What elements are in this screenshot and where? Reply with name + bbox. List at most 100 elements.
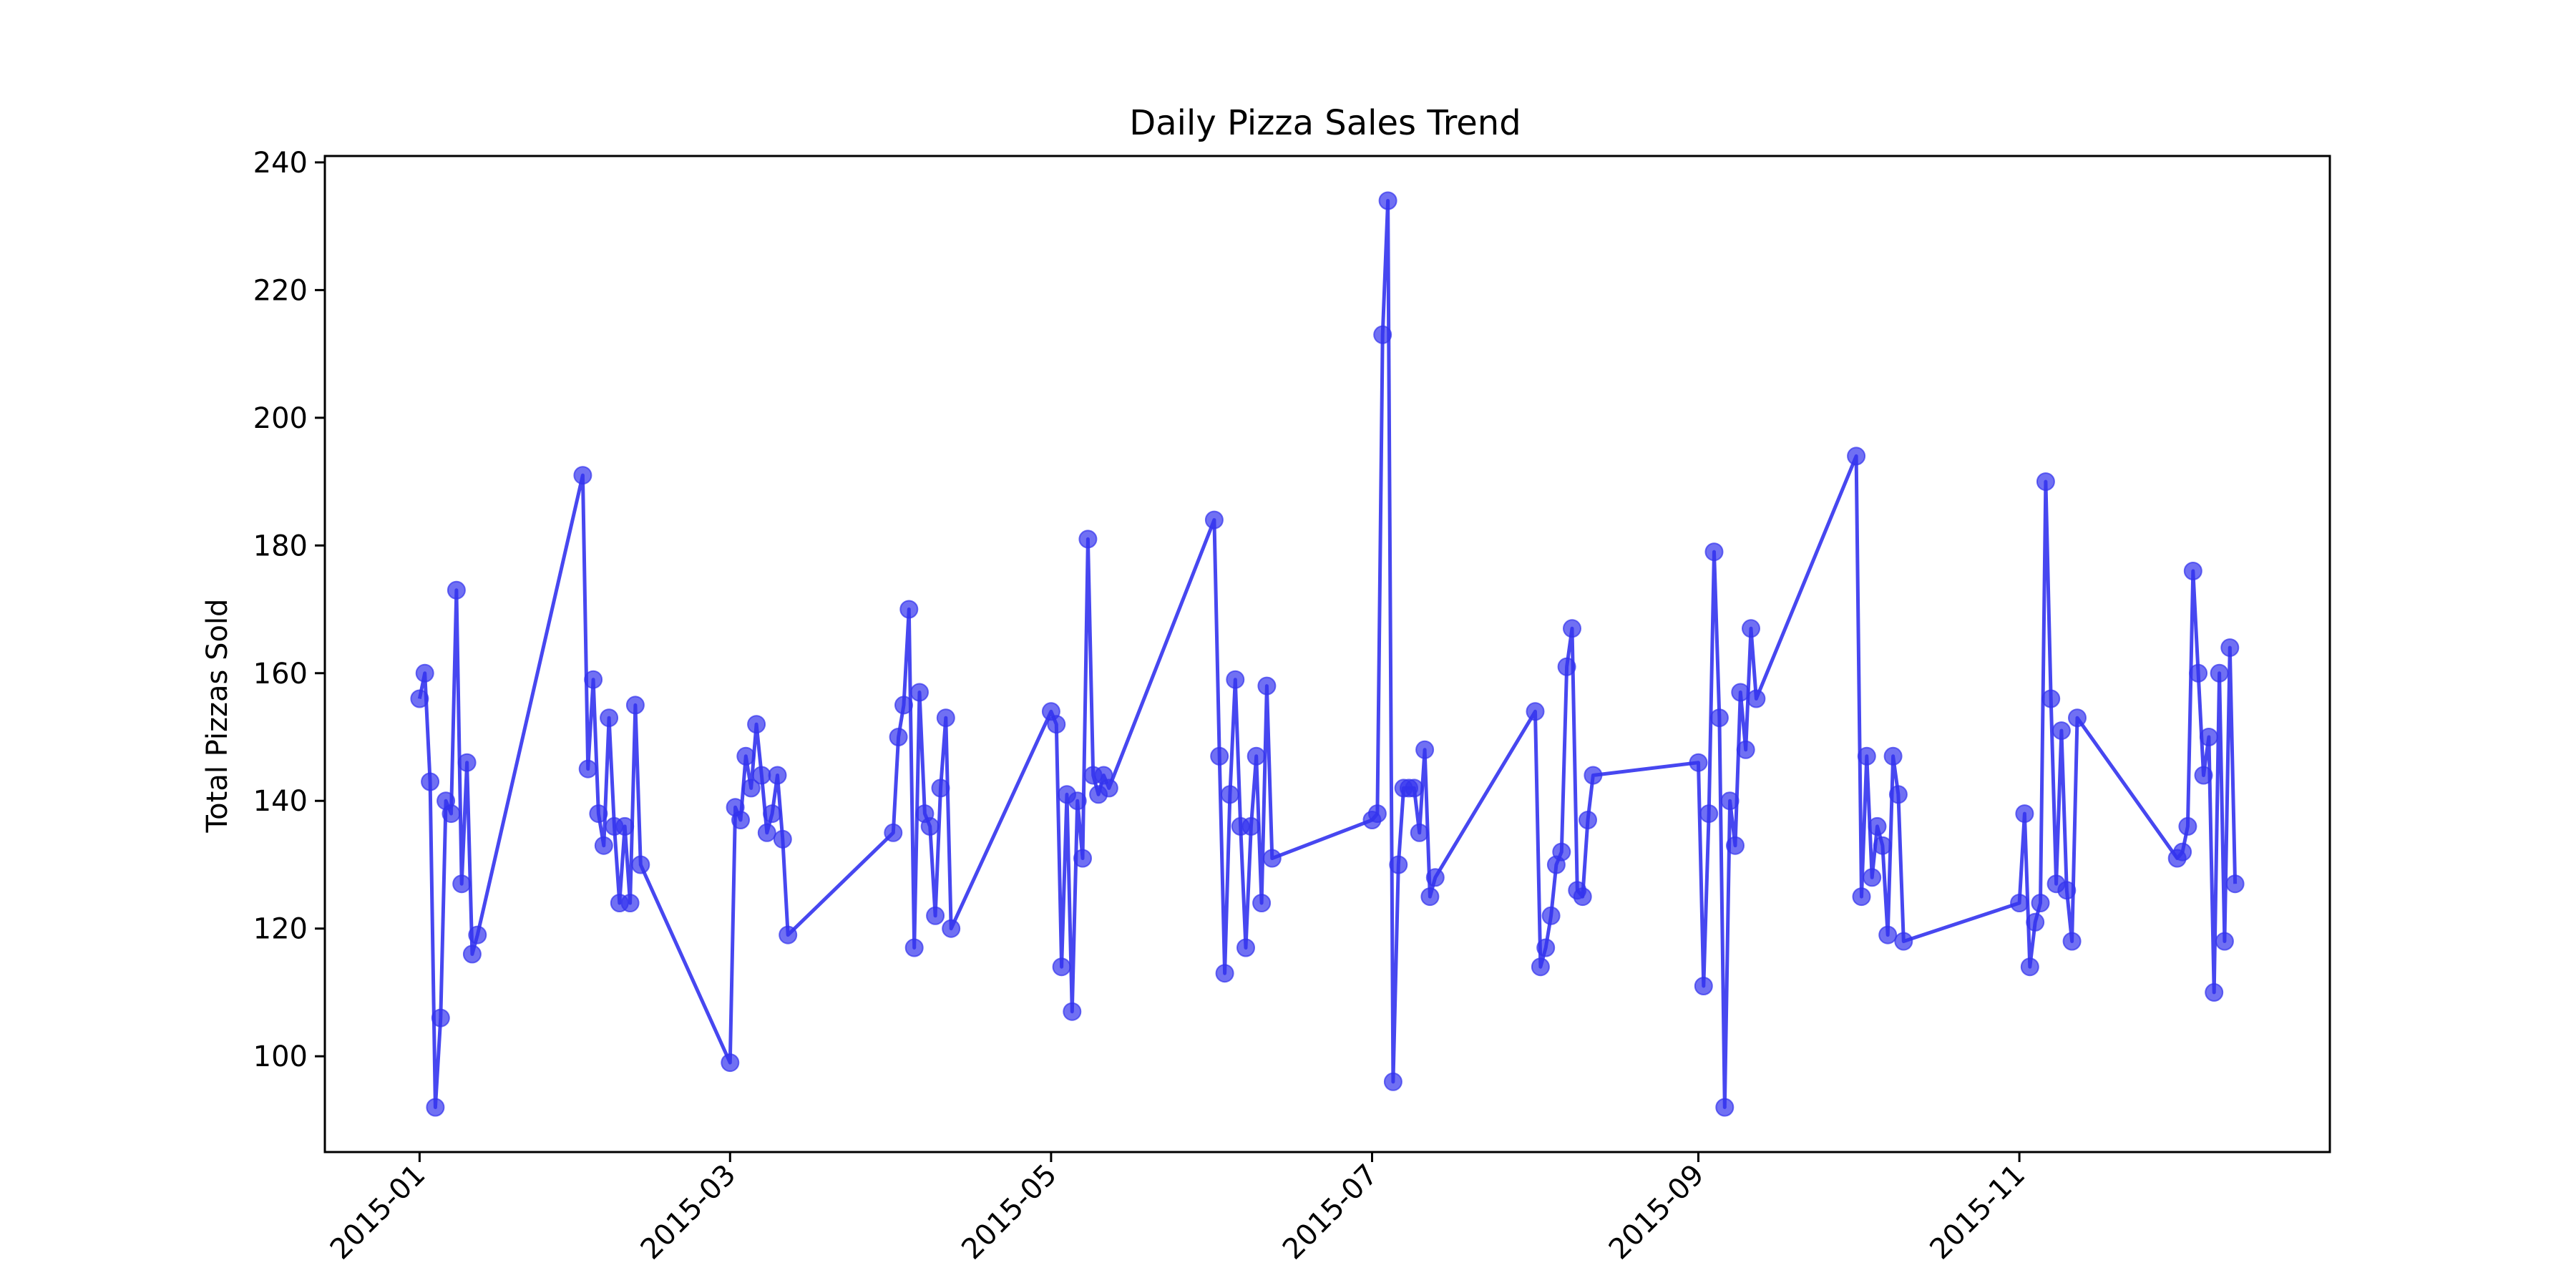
data-point xyxy=(1226,670,1245,689)
data-point xyxy=(1210,746,1229,766)
data-point xyxy=(573,466,592,485)
data-point xyxy=(889,728,908,746)
data-point xyxy=(1204,510,1224,530)
x-axis: 2015-01 2015-03 2015-05 2015-07 2015-09 2015-… xyxy=(324,1152,2031,1266)
data-point xyxy=(1389,855,1408,874)
x-tick-label: 2015-01 xyxy=(324,1158,432,1267)
y-tick-label: 120 xyxy=(253,913,308,946)
data-point xyxy=(1420,887,1440,907)
data-point xyxy=(1220,785,1239,804)
data-point xyxy=(600,708,619,728)
data-point xyxy=(2026,912,2045,932)
data-point xyxy=(2199,728,2218,746)
x-tick-label: 2015-11 xyxy=(1923,1158,2031,1267)
data-point xyxy=(1852,887,1871,907)
data-point xyxy=(1241,816,1261,836)
data-point xyxy=(2183,562,2202,580)
data-point xyxy=(920,816,940,836)
data-point xyxy=(2189,663,2208,683)
data-point xyxy=(415,663,434,683)
data-point xyxy=(1715,1098,1735,1117)
data-point xyxy=(457,753,477,772)
data-point xyxy=(926,906,945,925)
data-point xyxy=(2215,932,2234,951)
x-tick-label: 2015-03 xyxy=(635,1158,743,1267)
data-point xyxy=(1584,766,1603,785)
data-point xyxy=(1262,849,1282,868)
data-point xyxy=(1099,779,1118,798)
data-point xyxy=(1215,964,1234,983)
data-point xyxy=(594,836,613,855)
data-point xyxy=(1425,868,1445,887)
data-point xyxy=(773,829,792,849)
plot-area-frame xyxy=(323,155,2331,1153)
data-point xyxy=(884,823,903,842)
data-point xyxy=(2015,804,2034,824)
data-point xyxy=(2210,663,2229,683)
y-tick-label: 100 xyxy=(253,1040,308,1073)
data-point xyxy=(2225,874,2245,894)
data-point xyxy=(452,874,472,894)
data-point xyxy=(1868,816,1887,836)
data-point xyxy=(1709,708,1729,728)
data-point xyxy=(1383,1072,1402,1091)
data-point xyxy=(1857,746,1876,766)
data-point xyxy=(1720,791,1740,811)
data-point xyxy=(620,894,640,912)
data-point xyxy=(2057,881,2077,900)
data-point xyxy=(1878,925,1898,945)
data-point xyxy=(1694,977,1713,995)
data-point xyxy=(421,772,440,791)
y-tick-label: 200 xyxy=(253,402,308,435)
x-tick-label: 2015-05 xyxy=(955,1158,1063,1267)
data-point xyxy=(1863,868,1882,887)
data-point xyxy=(768,766,787,785)
data-point xyxy=(1252,894,1272,912)
data-point xyxy=(468,925,487,945)
data-point xyxy=(747,715,766,734)
data-point xyxy=(2178,816,2197,836)
data-point xyxy=(763,804,782,824)
data-point xyxy=(1367,804,1387,824)
data-point xyxy=(731,811,750,829)
data-point xyxy=(942,919,961,938)
data-point xyxy=(1257,676,1277,696)
data-point xyxy=(1731,683,1750,702)
data-point xyxy=(431,1008,450,1028)
data-point xyxy=(1378,191,1397,210)
data-point xyxy=(936,708,955,728)
data-point xyxy=(1704,542,1724,562)
data-point xyxy=(1736,740,1755,759)
y-tick-label: 240 xyxy=(253,147,308,180)
data-point xyxy=(741,779,761,798)
data-point xyxy=(1531,957,1550,977)
data-point xyxy=(1888,785,1908,804)
data-point xyxy=(752,766,771,785)
data-point xyxy=(1873,836,1892,855)
data-point xyxy=(2062,932,2082,951)
y-tick-label: 160 xyxy=(253,658,308,691)
data-point xyxy=(1894,932,1913,951)
y-tick-label: 220 xyxy=(253,274,308,307)
y-tick-label: 140 xyxy=(253,785,308,818)
data-point xyxy=(2051,721,2071,741)
data-point xyxy=(721,1053,740,1073)
data-point xyxy=(625,696,645,715)
data-point xyxy=(1236,938,1255,957)
data-point xyxy=(1373,325,1392,344)
data-point xyxy=(447,580,466,600)
data-point xyxy=(589,804,608,824)
data-point xyxy=(1726,836,1745,855)
data-point xyxy=(1579,811,1597,829)
data-point xyxy=(2041,689,2061,708)
x-tick-label: 2015-09 xyxy=(1603,1158,1711,1267)
data-point xyxy=(2068,708,2087,728)
data-point xyxy=(1541,906,1561,925)
data-point xyxy=(410,689,429,708)
data-point xyxy=(2031,894,2050,912)
data-point xyxy=(899,600,919,619)
data-point xyxy=(1073,849,1092,868)
data-point xyxy=(1552,842,1571,862)
y-axis-label: Total Pizzas Sold xyxy=(201,599,234,834)
